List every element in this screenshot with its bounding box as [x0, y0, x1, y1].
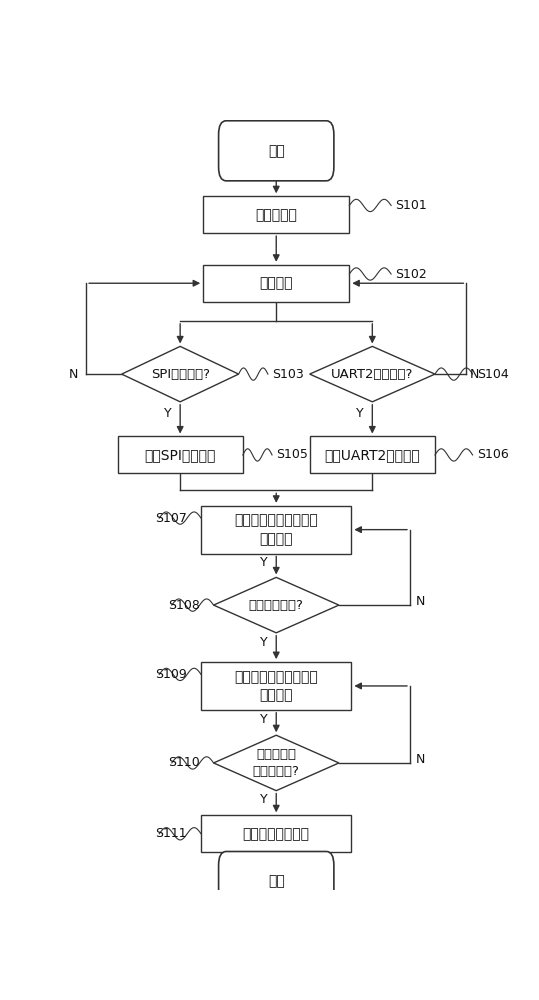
Text: 将数据发送至多路数据
处理模块: 将数据发送至多路数据 处理模块 — [234, 513, 318, 546]
Text: S109: S109 — [155, 668, 187, 681]
Text: S105: S105 — [277, 448, 308, 461]
Text: N: N — [69, 368, 78, 381]
Text: S104: S104 — [476, 368, 508, 381]
Text: 读取SPI总线数据: 读取SPI总线数据 — [144, 448, 216, 462]
Text: S111: S111 — [155, 827, 186, 840]
Polygon shape — [213, 577, 339, 633]
Text: 将数据发送至多路数据
发送模块: 将数据发送至多路数据 发送模块 — [234, 670, 318, 702]
Text: Y: Y — [356, 407, 364, 420]
Text: 结束: 结束 — [268, 874, 285, 888]
Text: N: N — [416, 595, 425, 608]
Text: S106: S106 — [476, 448, 508, 461]
Text: S102: S102 — [395, 267, 427, 280]
Bar — [203, 265, 349, 302]
Text: Y: Y — [164, 407, 171, 420]
Text: 数据发送至
发送寄存器?: 数据发送至 发送寄存器? — [253, 748, 300, 778]
Text: SPI中断产生?: SPI中断产生? — [151, 368, 210, 381]
Polygon shape — [122, 346, 239, 402]
Text: N: N — [416, 753, 425, 766]
Text: 开始: 开始 — [268, 144, 285, 158]
Text: Y: Y — [260, 556, 267, 569]
Text: UART2中断产生?: UART2中断产生? — [331, 368, 413, 381]
Text: S103: S103 — [272, 368, 304, 381]
Bar — [201, 506, 351, 554]
Text: Y: Y — [260, 713, 267, 726]
Text: 循环扫描: 循环扫描 — [259, 276, 293, 290]
Polygon shape — [309, 346, 435, 402]
Text: S110: S110 — [168, 756, 199, 769]
Text: 读取UART2总线数据: 读取UART2总线数据 — [324, 448, 420, 462]
Bar — [201, 815, 351, 852]
FancyBboxPatch shape — [219, 852, 334, 910]
Polygon shape — [213, 735, 339, 791]
Bar — [118, 436, 243, 473]
Text: 数据处理完成?: 数据处理完成? — [249, 599, 303, 612]
Text: Y: Y — [260, 636, 267, 649]
Text: 硬件初始化: 硬件初始化 — [255, 208, 297, 222]
Text: Y: Y — [260, 793, 267, 806]
Text: S107: S107 — [155, 512, 187, 525]
Text: S108: S108 — [168, 599, 199, 612]
Text: S101: S101 — [395, 199, 427, 212]
Bar — [201, 662, 351, 710]
Text: N: N — [470, 368, 479, 381]
Bar — [309, 436, 435, 473]
Text: 发送数据至上位机: 发送数据至上位机 — [243, 827, 310, 841]
FancyBboxPatch shape — [219, 121, 334, 181]
Bar — [203, 196, 349, 233]
